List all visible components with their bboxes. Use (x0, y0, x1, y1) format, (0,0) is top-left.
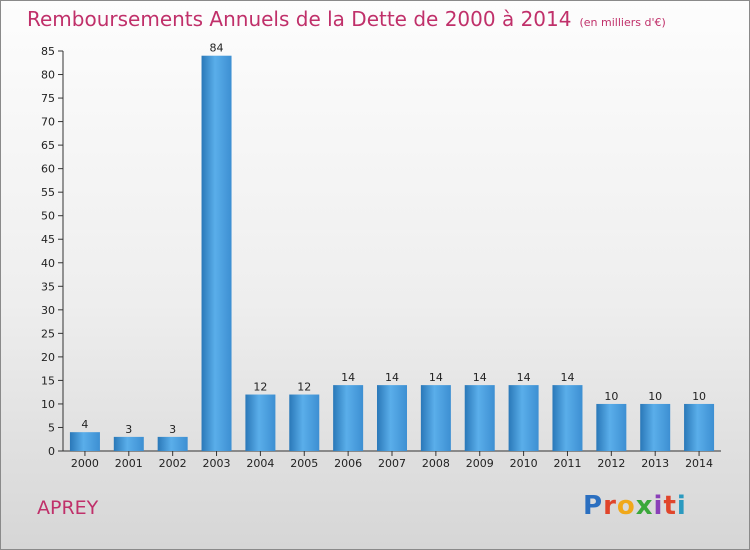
y-tick-label: 0 (48, 445, 55, 458)
logo-letter: o (616, 491, 636, 521)
x-tick-label-2010: 2010 (510, 457, 538, 470)
bar-2007 (377, 385, 407, 451)
chart-title: Remboursements Annuels de la Dette de 20… (27, 7, 666, 31)
y-tick-label: 80 (41, 69, 55, 82)
bar-2001 (113, 436, 144, 451)
bar-2006 (333, 385, 364, 451)
y-tick-label: 35 (41, 280, 55, 293)
y-tick-label: 5 (48, 421, 55, 434)
x-tick-label-2012: 2012 (597, 457, 625, 470)
y-tick-label: 75 (41, 92, 55, 105)
y-tick-label: 10 (41, 398, 55, 411)
bar-2010 (508, 385, 539, 451)
logo-letter: t (663, 491, 677, 521)
value-label-2014: 10 (692, 390, 706, 403)
bar-2008 (420, 385, 451, 451)
x-tick-label-2004: 2004 (246, 457, 274, 470)
value-label-2011: 14 (560, 371, 574, 384)
logo-letter: i (676, 491, 687, 521)
bar-2005 (289, 394, 320, 451)
y-tick-label: 30 (41, 304, 55, 317)
x-tick-label-2008: 2008 (422, 457, 450, 470)
x-tick-label-2007: 2007 (378, 457, 406, 470)
y-tick-label: 85 (41, 45, 55, 58)
y-tick-label: 15 (41, 374, 55, 387)
x-tick-label-2005: 2005 (290, 457, 318, 470)
y-tick-label: 55 (41, 186, 55, 199)
value-label-2003: 84 (210, 42, 224, 55)
x-tick-label-2011: 2011 (553, 457, 581, 470)
value-label-2010: 14 (517, 371, 531, 384)
x-tick-label-2000: 2000 (71, 457, 99, 470)
y-tick-label: 25 (41, 327, 55, 340)
bar-2009 (464, 385, 495, 451)
y-tick-label: 65 (41, 139, 55, 152)
x-tick-label-2013: 2013 (641, 457, 669, 470)
logo-letter: P (583, 491, 604, 521)
x-tick-label-2002: 2002 (159, 457, 187, 470)
logo-letter: i (653, 491, 664, 521)
value-label-2008: 14 (429, 371, 443, 384)
value-label-2001: 3 (125, 423, 132, 436)
value-label-2009: 14 (473, 371, 487, 384)
bar-2002 (157, 436, 188, 451)
bar-2000 (69, 432, 100, 451)
y-tick-label: 20 (41, 351, 55, 364)
value-label-2002: 3 (169, 423, 176, 436)
value-label-2005: 12 (297, 381, 311, 394)
y-tick-label: 45 (41, 233, 55, 246)
commune-name: APREY (37, 497, 99, 519)
value-label-2004: 12 (253, 381, 267, 394)
value-label-2007: 14 (385, 371, 399, 384)
unit-label: (en milliers d'€) (579, 16, 666, 29)
value-label-2013: 10 (648, 390, 662, 403)
x-tick-label-2003: 2003 (203, 457, 231, 470)
proxiti-logo: Proxiti (583, 491, 687, 521)
value-label-2012: 10 (604, 390, 618, 403)
bars-group (69, 55, 715, 452)
value-label-2006: 14 (341, 371, 355, 384)
logo-letter: x (635, 491, 654, 521)
y-axis: 0 5 10 15 20 25 30 35 40 45 50 55 60 65 70 75 80 85 (41, 45, 64, 458)
x-tick-label-2006: 2006 (334, 457, 362, 470)
bar-2004 (245, 394, 276, 451)
bar-2003 (201, 55, 232, 452)
bar-2013 (640, 403, 671, 451)
y-tick-label: 40 (41, 257, 55, 270)
bar-2011 (552, 385, 583, 451)
x-tick-label-2009: 2009 (466, 457, 494, 470)
title-text: Remboursements Annuels de la Dette de 20… (27, 7, 572, 31)
x-tick-label-2014: 2014 (685, 457, 713, 470)
x-axis: 2000 2001 2002 2003 2004 2005 2006 2007 2008 2009… (63, 450, 721, 470)
logo-letter: r (603, 491, 617, 521)
y-tick-label: 70 (41, 116, 55, 129)
value-labels-group: 4 3 3 84 12 12 14 14 14 14 14 14 10 10 10 (81, 42, 706, 436)
bar-2012 (596, 403, 627, 451)
x-tick-label-2001: 2001 (115, 457, 143, 470)
value-label-2000: 4 (81, 418, 88, 431)
y-tick-label: 50 (41, 210, 55, 223)
bar-2014 (684, 403, 715, 451)
y-tick-label: 60 (41, 163, 55, 176)
